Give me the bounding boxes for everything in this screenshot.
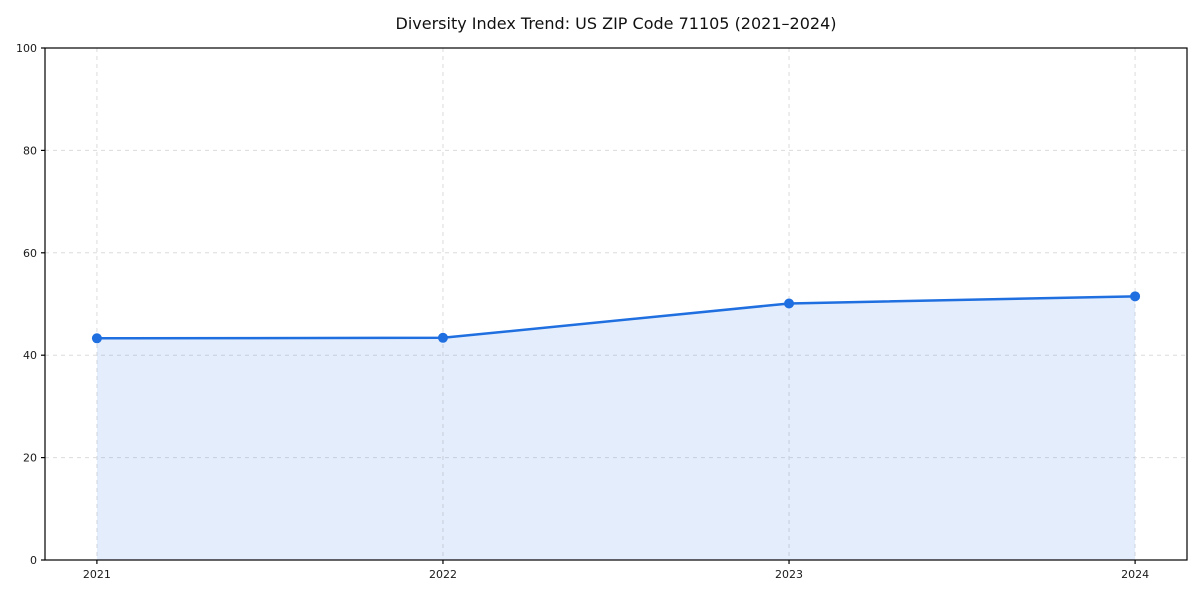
- area-fill: [96, 296, 1136, 560]
- x-tick-label: 2022: [429, 568, 457, 581]
- y-tick-label: 0: [30, 554, 37, 567]
- data-point-marker: [1130, 291, 1141, 302]
- x-tick-label: 2023: [775, 568, 803, 581]
- plot-border: [44, 47, 1188, 561]
- data-point-marker: [91, 333, 102, 344]
- y-tick-label: 40: [23, 349, 37, 362]
- x-tick-label: 2021: [83, 568, 111, 581]
- y-tick-label: 80: [23, 144, 37, 157]
- y-tick-label: 60: [23, 247, 37, 260]
- x-tick-label: 2024: [1121, 568, 1149, 581]
- y-tick-label: 100: [16, 42, 37, 55]
- y-tick-label: 20: [23, 452, 37, 465]
- trend-line: [95, 295, 1137, 340]
- data-point-marker: [437, 332, 448, 343]
- data-point-marker: [784, 298, 795, 309]
- chart-title: Diversity Index Trend: US ZIP Code 71105…: [395, 14, 837, 33]
